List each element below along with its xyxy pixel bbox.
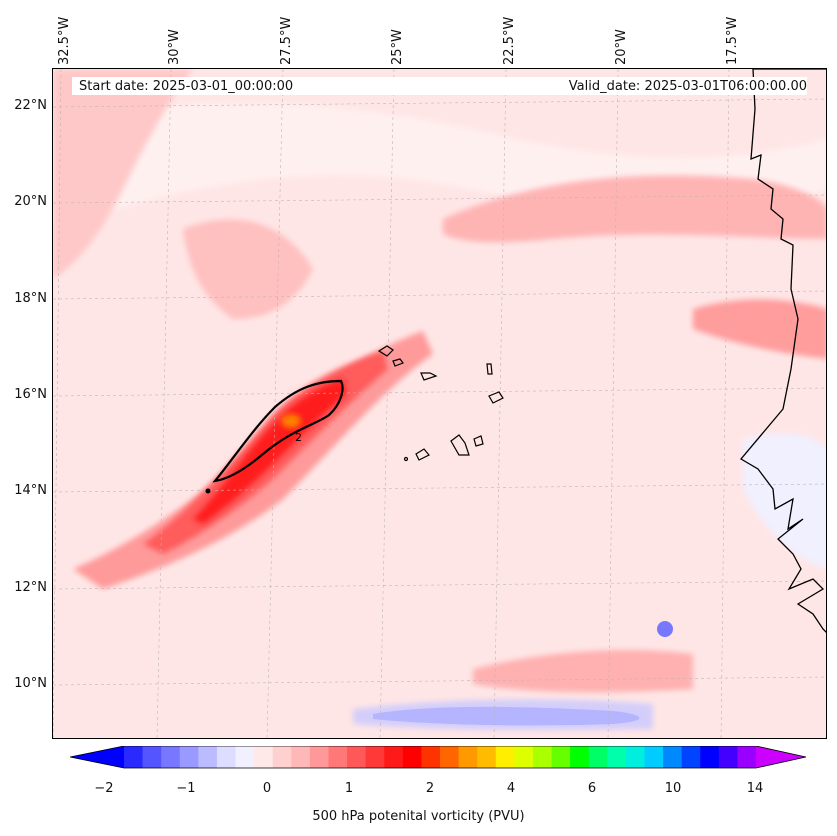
lat-label-12n: 12°N xyxy=(14,580,47,595)
colorbar-cell xyxy=(570,746,590,768)
colorbar-cell xyxy=(421,746,441,768)
valid-date-label: Valid_date: 2025-03-01T06:00:00.00 xyxy=(568,79,807,94)
lat-label-18n: 18°N xyxy=(14,291,47,306)
cb-tick-0: 0 xyxy=(262,781,272,796)
colorbar-cell xyxy=(532,746,553,768)
cb-tick-2: 2 xyxy=(425,781,435,796)
pv-negative-band-light xyxy=(353,699,653,731)
colorbar-cell xyxy=(216,746,237,768)
colorbar-cell xyxy=(254,746,274,768)
colorbar-cell xyxy=(179,746,199,768)
cb-tick-neg2: −2 xyxy=(94,781,114,796)
colorbar-cell xyxy=(124,746,144,768)
pv-pink-south xyxy=(473,649,693,693)
colorbar-outline xyxy=(70,746,807,769)
colorbar-cell xyxy=(365,746,385,768)
colorbar-cell xyxy=(551,746,571,768)
colorbar-cell xyxy=(644,746,664,768)
colorbar-cell xyxy=(625,746,645,768)
colorbar-cell xyxy=(402,746,422,768)
lon-label-25w: 25°W xyxy=(390,29,405,65)
colorbar xyxy=(70,746,807,769)
lat-label-16n: 16°N xyxy=(14,387,47,402)
colorbar-extend-max xyxy=(756,746,806,768)
cb-tick-neg1: −1 xyxy=(176,781,196,796)
lat-label-22n: 22°N xyxy=(14,98,47,113)
colorbar-cell xyxy=(737,746,757,768)
colorbar-cell xyxy=(458,746,478,768)
start-date-label: Start date: 2025-03-01_00:00:00 xyxy=(79,79,294,94)
pv-pink-arc xyxy=(183,219,313,319)
contour-label: 2 xyxy=(295,431,302,444)
colorbar-cell xyxy=(607,746,627,768)
colorbar-cell xyxy=(440,746,460,768)
african-coastline xyxy=(740,69,826,633)
lon-label-20w: 20°W xyxy=(614,29,629,65)
pv-pink-band-north xyxy=(443,175,826,243)
pv-pink-east xyxy=(693,299,826,359)
colorbar-cells xyxy=(70,746,807,769)
colorbar-cell xyxy=(700,746,720,768)
colorbar-cell xyxy=(328,746,348,768)
colorbar-cell xyxy=(718,746,738,768)
colorbar-cell xyxy=(291,746,311,768)
cb-tick-1: 1 xyxy=(344,781,354,796)
colorbar-extend-min xyxy=(70,746,124,768)
colorbar-cell xyxy=(198,746,218,768)
cb-tick-6: 6 xyxy=(587,781,597,796)
colorbar-label: 500 hPa potenital vorticity (PVU) xyxy=(312,809,525,824)
map-panel[interactable]: 2 xyxy=(52,68,827,739)
pv-pink-band-northwest xyxy=(53,69,193,279)
lon-label-30w: 30°W xyxy=(167,29,182,65)
colorbar-cell xyxy=(309,746,329,768)
pv-field-map: 2 xyxy=(53,69,826,738)
graticule xyxy=(53,69,826,738)
lon-label-32-5w: 32.5°W xyxy=(57,16,72,65)
colorbar-cell xyxy=(161,746,181,768)
pv-contour-dot xyxy=(205,488,211,494)
colorbar-cell xyxy=(347,746,367,768)
colorbar-cell xyxy=(384,746,404,768)
colorbar-cell xyxy=(681,746,701,768)
lon-label-17-5w: 17.5°W xyxy=(725,16,740,65)
cape-verde-islands xyxy=(377,345,504,462)
cb-tick-4: 4 xyxy=(506,781,516,796)
pv-negative-southeast xyxy=(743,433,826,569)
pv-2pvu-contour xyxy=(212,379,344,483)
lat-label-20n: 20°N xyxy=(14,194,47,209)
info-bar xyxy=(72,77,807,95)
pv-streamer-core xyxy=(193,379,346,524)
pv-max-spot xyxy=(281,414,301,428)
colorbar-cell xyxy=(272,746,292,768)
colorbar-cell xyxy=(663,746,683,768)
lat-label-10n: 10°N xyxy=(14,676,47,691)
cb-tick-10: 10 xyxy=(664,781,682,796)
lon-label-27-5w: 27.5°W xyxy=(279,16,294,65)
colorbar-cell xyxy=(588,746,608,768)
pv-negative-cell xyxy=(657,621,673,637)
cb-tick-14: 14 xyxy=(746,781,764,796)
colorbar-cell xyxy=(142,746,162,768)
lon-label-22-5w: 22.5°W xyxy=(502,16,517,65)
colorbar-cell xyxy=(495,746,515,768)
colorbar-cell xyxy=(514,746,534,768)
colorbar-cell xyxy=(477,746,497,768)
lat-label-14n: 14°N xyxy=(14,483,47,498)
colorbar-cell xyxy=(235,746,255,768)
